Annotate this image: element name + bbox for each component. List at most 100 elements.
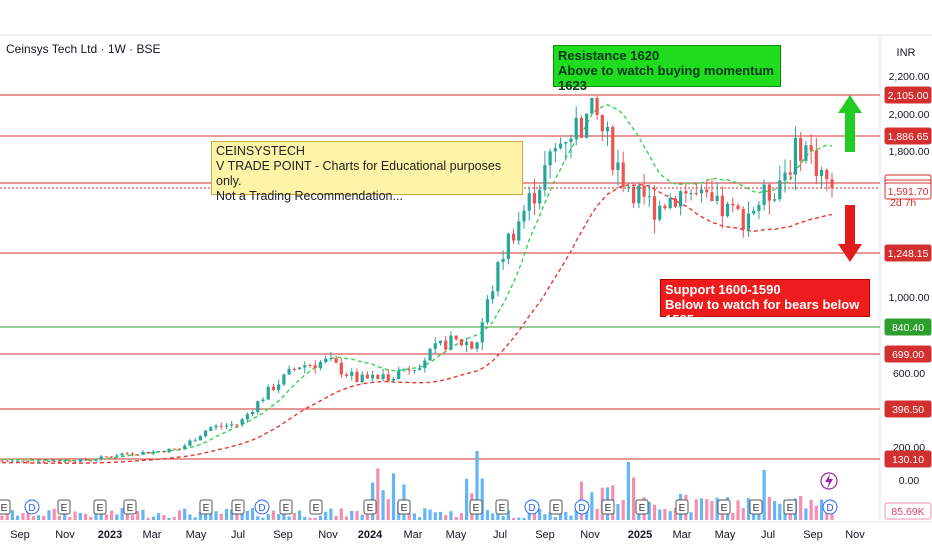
candle-body: [762, 184, 766, 205]
candle-body: [772, 199, 777, 201]
volume-bar: [522, 517, 526, 520]
candle-body: [188, 440, 192, 446]
volume-bar: [89, 516, 93, 520]
candle-body: [694, 193, 698, 195]
price-tick-label: 600.00: [893, 368, 925, 380]
volume-bar: [240, 510, 244, 520]
candle-body: [679, 191, 683, 207]
candle-body: [595, 98, 599, 115]
candle-body: [167, 448, 171, 453]
candle-body: [89, 460, 93, 462]
candle-body: [146, 451, 150, 454]
candle-body: [104, 456, 109, 458]
level-badge: [884, 318, 932, 336]
candle-body: [527, 193, 531, 211]
candle-body: [590, 98, 594, 114]
candle-body: [198, 436, 202, 441]
volume-bar: [475, 450, 479, 520]
candle-body: [397, 370, 401, 380]
volume-bar: [31, 516, 35, 520]
countdown-label: 2d 7h: [890, 197, 916, 209]
earnings-marker: [397, 499, 411, 515]
price-tick-label: 1,000.00: [889, 292, 930, 304]
volume-bar: [767, 496, 771, 520]
volume-badge: [884, 502, 932, 520]
candle-body: [668, 198, 672, 209]
candle-body: [230, 424, 234, 426]
volume-bar: [52, 508, 56, 520]
candle-body: [684, 191, 688, 194]
candle-body: [219, 425, 223, 427]
volume-bar: [26, 508, 30, 520]
volume-bar: [590, 492, 594, 520]
volume-bar: [762, 470, 766, 520]
candle-body: [16, 460, 20, 462]
volume-bar: [83, 513, 88, 520]
volume-bar: [188, 514, 192, 520]
earnings-marker-label: E: [313, 503, 320, 514]
earnings-marker-label: E: [473, 503, 480, 514]
candle-body: [746, 213, 751, 230]
candle-body: [449, 335, 453, 350]
volume-bar: [344, 516, 349, 520]
volume-bar: [303, 516, 307, 520]
volume-bar: [663, 508, 667, 520]
volume-bar: [235, 512, 239, 520]
volume-bar: [673, 507, 677, 520]
volume-bar: [626, 462, 631, 520]
level-badge-label: 130.10: [892, 454, 924, 466]
volume-bar: [16, 515, 20, 520]
volume-bar: [193, 517, 197, 520]
volume-bar: [720, 510, 724, 520]
candle-body: [585, 113, 589, 138]
candle-body: [532, 193, 537, 204]
candle-body: [381, 374, 385, 379]
volume-bar: [637, 510, 641, 520]
candle-body: [699, 189, 704, 194]
resistance-note: Resistance 1620 Above to watch buying mo…: [553, 45, 781, 93]
candle-body: [402, 369, 406, 371]
candle-body: [433, 343, 437, 349]
earnings-marker-label: E: [61, 503, 68, 514]
time-tick-label: Mar: [143, 529, 162, 541]
candle-body: [21, 460, 25, 462]
earnings-marker: [309, 499, 323, 515]
candle-body: [391, 379, 396, 381]
candle-body: [344, 374, 349, 376]
candle-body: [579, 117, 584, 138]
candle-body: [517, 221, 521, 241]
earnings-marker-label: E: [721, 503, 728, 514]
candle-body: [804, 145, 808, 161]
earnings-marker-label: E: [753, 503, 760, 514]
volume-bar: [658, 509, 662, 520]
volume-bar: [621, 500, 625, 520]
candle-body: [470, 341, 474, 349]
time-axis[interactable]: Sep Nov 2023 Mar May Jul Sep Nov 2024 Mar May Jul Se…: [10, 529, 865, 541]
time-tick-label: Jul: [231, 529, 245, 541]
volume-bar: [632, 477, 636, 520]
level-badge: [884, 345, 932, 363]
earnings-marker-label: E: [605, 503, 612, 514]
price-axis[interactable]: INR 2,200.00 2,000.00 1,800.00 1,000.00 600.0…: [884, 47, 932, 520]
volume-bar: [517, 517, 521, 520]
interval: 1W: [107, 42, 126, 56]
earnings-marker: [363, 499, 377, 515]
educational-line-1: CEINSYSTECH: [216, 144, 305, 158]
dividend-marker: [524, 499, 540, 515]
time-tick-label: 2023: [98, 529, 122, 541]
candle-body: [376, 374, 380, 379]
candle-body: [308, 365, 312, 367]
candle-body: [277, 384, 281, 390]
volume-bar: [136, 511, 140, 520]
candle-body: [209, 427, 213, 431]
earnings-marker: [601, 499, 615, 515]
time-tick-label: Sep: [273, 529, 293, 541]
candle-body: [626, 186, 631, 188]
level-badge-label: 699.00: [892, 349, 924, 361]
time-tick-label: Jul: [493, 529, 507, 541]
candle-body: [245, 414, 249, 420]
volume-bar: [501, 515, 505, 520]
volume-bar: [480, 478, 484, 520]
